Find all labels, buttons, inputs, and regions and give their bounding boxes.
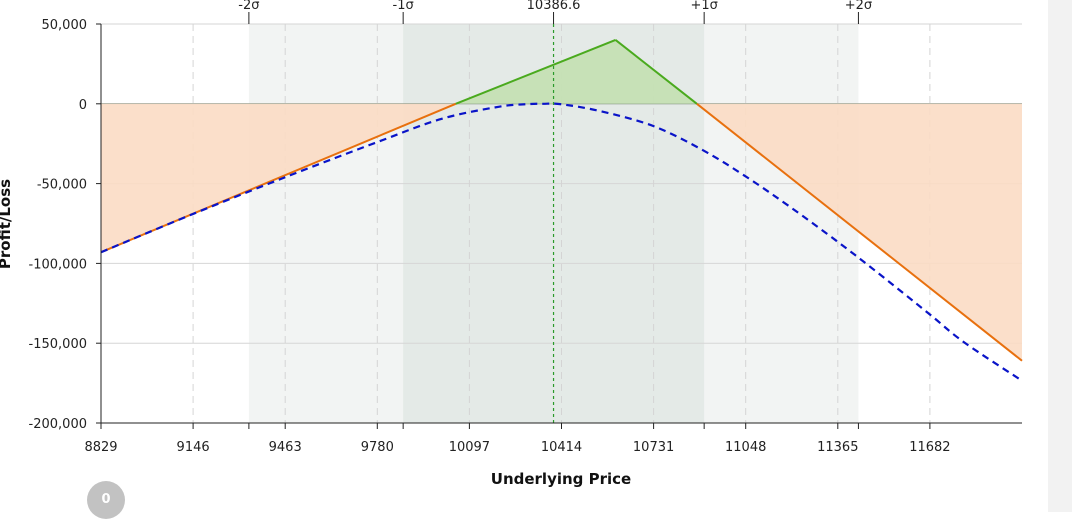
x-axis-title: Underlying Price	[491, 470, 631, 488]
y-tick-label: -50,000	[37, 178, 87, 193]
right-scroll-strip	[1048, 0, 1072, 512]
sigma-label: -1σ	[393, 0, 414, 13]
x-tick-label: 9463	[269, 440, 302, 455]
x-tick-label: 11682	[909, 440, 950, 455]
sigma-label: +1σ	[690, 0, 717, 13]
y-tick-label: -150,000	[29, 337, 87, 352]
x-tick-label: 10731	[633, 440, 674, 455]
x-tick-label: 8829	[84, 440, 117, 455]
y-tick-label: 0	[79, 98, 87, 113]
y-tick-label: -200,000	[29, 417, 87, 432]
x-tick-label: 11365	[817, 440, 858, 455]
x-tick-label: 9146	[177, 440, 210, 455]
x-tick-label: 10097	[449, 440, 490, 455]
sigma-label: +2σ	[845, 0, 872, 13]
x-tick-label: 10414	[541, 440, 582, 455]
y-tick-label: -100,000	[29, 257, 87, 272]
y-tick-label: 50,000	[42, 18, 88, 33]
current-price-label: 10386.6	[527, 0, 581, 13]
y-axis-title: Profit/Loss	[0, 179, 14, 269]
sigma-label: -2σ	[238, 0, 259, 13]
x-tick-label: 11048	[725, 440, 766, 455]
count-badge[interactable]: 0	[87, 481, 125, 519]
x-tick-label: 9780	[361, 440, 394, 455]
